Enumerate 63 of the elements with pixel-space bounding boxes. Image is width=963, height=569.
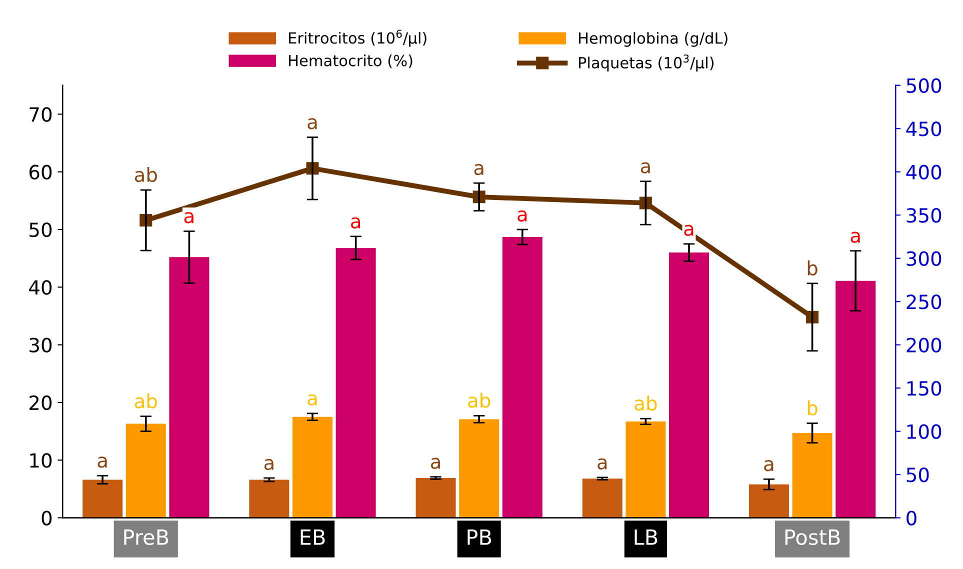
bar xyxy=(249,480,290,518)
data-label: b xyxy=(808,260,818,276)
bar xyxy=(502,236,542,518)
y2-tick-label: 450 xyxy=(906,122,942,136)
y2-tick-label: 400 xyxy=(906,164,942,180)
bar xyxy=(292,416,332,518)
y-tick-label: 0 xyxy=(42,510,52,526)
legend-label: Hemoglobina (g/dL) xyxy=(578,32,728,47)
bar xyxy=(582,478,622,518)
bar xyxy=(459,419,500,518)
y-tick-label: 60 xyxy=(29,164,52,180)
y2-tick-label: 250 xyxy=(906,294,942,310)
bar xyxy=(836,280,876,518)
bar xyxy=(626,422,666,518)
data-label: a xyxy=(764,460,774,472)
bar xyxy=(792,433,832,518)
data-label: a xyxy=(184,212,194,224)
data-label: a xyxy=(308,394,317,406)
bar xyxy=(416,478,456,518)
x-tick-label: LB xyxy=(634,530,658,545)
y2-tick-label: 100 xyxy=(907,424,942,439)
data-label: a xyxy=(598,458,607,470)
data-label: a xyxy=(98,456,107,468)
data-label: ab xyxy=(134,167,157,182)
y-tick-label: 10 xyxy=(30,453,52,468)
x-tick-label: PB xyxy=(468,530,492,545)
bar xyxy=(748,484,789,518)
legend-label: Eritrocitos (10$^{6}$/µl) xyxy=(289,30,426,47)
data-label: a xyxy=(351,217,360,228)
data-label: a xyxy=(264,458,274,470)
y2-tick-label: 0 xyxy=(906,510,916,526)
x-tick-label: PreB xyxy=(124,530,168,546)
data-label: a xyxy=(640,162,650,174)
bar xyxy=(126,424,166,518)
y-tick-label: 20 xyxy=(30,395,52,410)
data-label: a xyxy=(518,210,527,222)
y2-tick-label: 500 xyxy=(906,78,942,94)
y2-tick-label: 150 xyxy=(907,381,942,396)
y2-tick-label: 350 xyxy=(906,208,942,223)
bar xyxy=(169,257,210,518)
y-tick-label: 70 xyxy=(30,107,52,122)
data-label: a xyxy=(308,118,317,130)
data-label: a xyxy=(430,458,440,469)
y2-tick-label: 50 xyxy=(906,468,929,482)
data-label: a xyxy=(850,232,860,243)
y-tick-label: 50 xyxy=(30,222,52,238)
x-tick-label: PostB xyxy=(785,530,840,546)
y2-tick-label: 300 xyxy=(906,251,942,266)
bar xyxy=(82,480,123,518)
data-label: ab xyxy=(468,392,490,408)
y2-tick-label: 200 xyxy=(906,338,942,352)
bar xyxy=(669,252,709,518)
data-label: ab xyxy=(134,393,157,408)
legend-label: Plaquetas (10$^{3}$/µl) xyxy=(578,54,714,72)
data-label: ab xyxy=(634,396,657,411)
legend-label: Hematocrito (%) xyxy=(289,54,412,68)
x-tick-label: EB xyxy=(300,530,325,545)
data-label: b xyxy=(808,400,818,416)
bar xyxy=(336,248,376,518)
data-label: a xyxy=(474,164,484,176)
y-tick-label: 30 xyxy=(30,338,52,352)
data-label: a xyxy=(684,224,694,236)
y-tick-label: 40 xyxy=(29,280,52,295)
